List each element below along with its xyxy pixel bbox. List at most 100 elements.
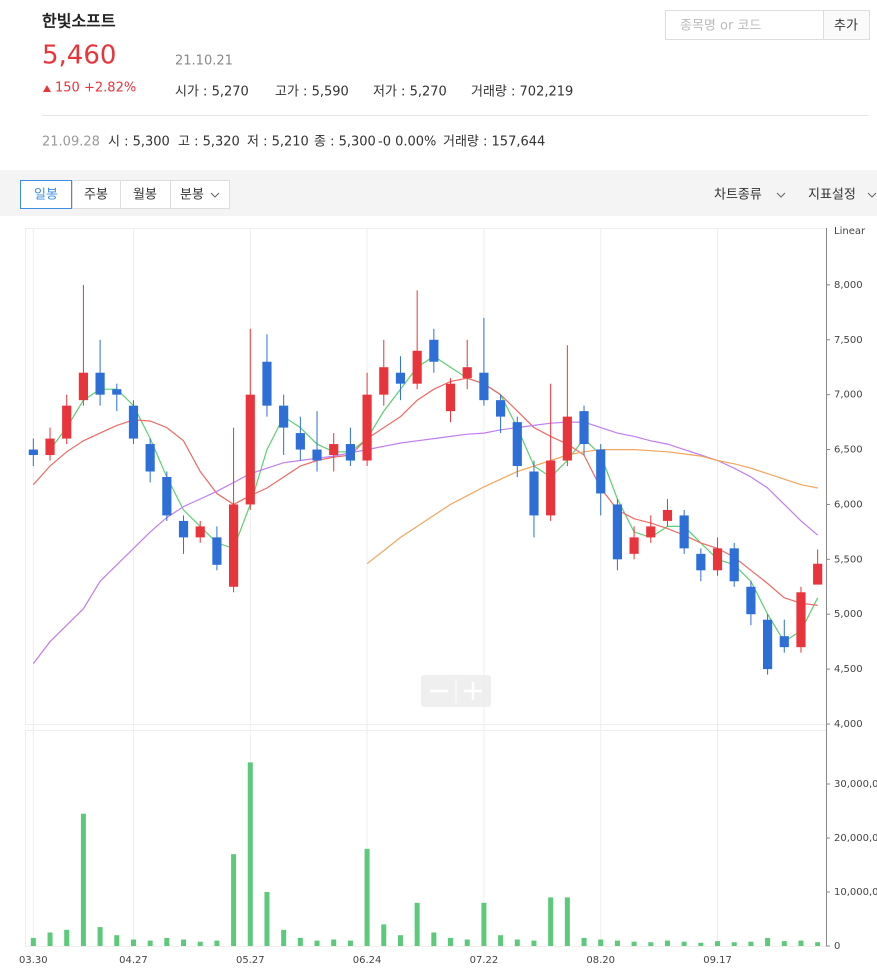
candle-body: [245, 394, 255, 505]
volume-bar: [564, 897, 570, 946]
volume-bar: [47, 932, 53, 946]
stat: 거래량 : 702,219: [471, 85, 573, 100]
y-tick-label: 5,500: [834, 554, 863, 565]
candle-body: [145, 444, 155, 472]
volume-bar: [247, 762, 253, 946]
tab[interactable]: [72, 180, 121, 209]
moving-average: [366, 449, 818, 565]
x-tick-label: 04.27: [119, 955, 148, 966]
volume-bar: [264, 892, 270, 946]
menu-label[interactable]: 차트종류: [714, 188, 762, 203]
candle-body: [212, 537, 222, 565]
volume-bar: [97, 927, 103, 946]
volume-bar: [164, 937, 170, 946]
volume-bar: [297, 937, 303, 946]
candle-body: [195, 526, 205, 538]
add-label: 추가: [834, 19, 858, 34]
x-tick-label: 07.22: [470, 955, 499, 966]
candle-body: [379, 367, 389, 395]
candle-body: [662, 509, 673, 521]
volume-bar: [748, 941, 754, 946]
menu-label[interactable]: 지표설정: [808, 188, 856, 203]
x-tick-label: 06.24: [353, 955, 382, 966]
candle-body: [28, 449, 38, 456]
volume-panel: [25, 730, 827, 947]
prev-item: 거래량 : 157,644: [443, 135, 545, 150]
volume-bar: [681, 941, 687, 946]
volume-bar: [815, 942, 821, 946]
volume-bar: [664, 940, 670, 946]
candle-body: [178, 520, 189, 538]
candle-body: [779, 636, 789, 648]
stat: 시가 : 5,270: [175, 85, 249, 100]
candle-body: [95, 372, 105, 395]
y-tick-label: 8,000: [834, 280, 863, 291]
volume-bar: [598, 939, 604, 946]
x-tick-label: 09.17: [703, 955, 732, 966]
volume-bar: [381, 924, 387, 946]
tab-selected[interactable]: [20, 180, 72, 209]
change: 150: [55, 81, 80, 96]
candle-body: [629, 537, 639, 554]
volume-bar: [498, 935, 504, 946]
add-button[interactable]: [823, 10, 870, 40]
candle-body: [45, 438, 55, 456]
volume-bar: [464, 939, 470, 946]
candle-body: [679, 515, 689, 549]
candle-body: [229, 504, 239, 587]
moving-average: [32, 377, 818, 606]
candle-body: [479, 372, 489, 401]
candle-body: [462, 367, 472, 379]
volume-bar: [614, 940, 620, 946]
volume-bar: [715, 941, 721, 946]
prev-date: 21.09.28: [42, 135, 100, 150]
volume-bar: [197, 941, 203, 946]
y-tick-label: 7,500: [834, 335, 863, 346]
candle-body: [312, 449, 322, 461]
candle-body: [696, 553, 706, 571]
chevron: [776, 192, 786, 198]
candle-body: [412, 350, 422, 384]
candle-body: [646, 526, 656, 538]
date: 21.10.21: [175, 54, 233, 69]
candle-body: [529, 471, 539, 516]
volume-bar: [181, 939, 187, 946]
y-tick-label: 10,000,000: [834, 887, 877, 898]
candle-body: [112, 389, 122, 395]
volume-bar: [798, 940, 804, 946]
volume-bar: [30, 937, 36, 946]
tab[interactable]: [170, 180, 230, 209]
volume-bar: [331, 939, 337, 946]
candle-body: [562, 416, 572, 461]
candle-body: [729, 548, 739, 582]
candle-body: [596, 449, 606, 494]
prev-item: 종 : 5,300: [314, 135, 376, 150]
volume-bar: [548, 897, 554, 946]
tab-label: 주봉: [84, 188, 108, 203]
volume-bar: [481, 902, 487, 946]
candle-body: [546, 460, 556, 516]
tab-label: 일봉: [34, 188, 58, 203]
candle-body: [295, 433, 305, 450]
search-box[interactable]: [665, 10, 824, 40]
y-tick-label: 6,500: [834, 445, 863, 456]
volume-bar: [731, 942, 737, 946]
search-placeholder: 종목명 or 코드: [680, 19, 761, 34]
candle-body: [128, 405, 139, 439]
price-panel: [25, 228, 827, 725]
volume-bar: [414, 902, 420, 946]
volume-bar: [281, 929, 287, 946]
volume-bar: [631, 941, 637, 946]
volume-bar: [698, 942, 704, 946]
zoom-icons: [430, 682, 482, 700]
y-tick-label: 30,000,000: [834, 779, 877, 790]
change-pct: +2.82%: [84, 81, 136, 96]
candle-body: [62, 405, 72, 439]
volume-bar: [314, 940, 320, 946]
stock-name: 한빛소프트: [42, 12, 116, 31]
y-tick-label: 5,000: [834, 609, 863, 620]
volume-bar: [648, 942, 654, 946]
volume-bar: [781, 941, 787, 946]
candle-body: [579, 411, 589, 445]
